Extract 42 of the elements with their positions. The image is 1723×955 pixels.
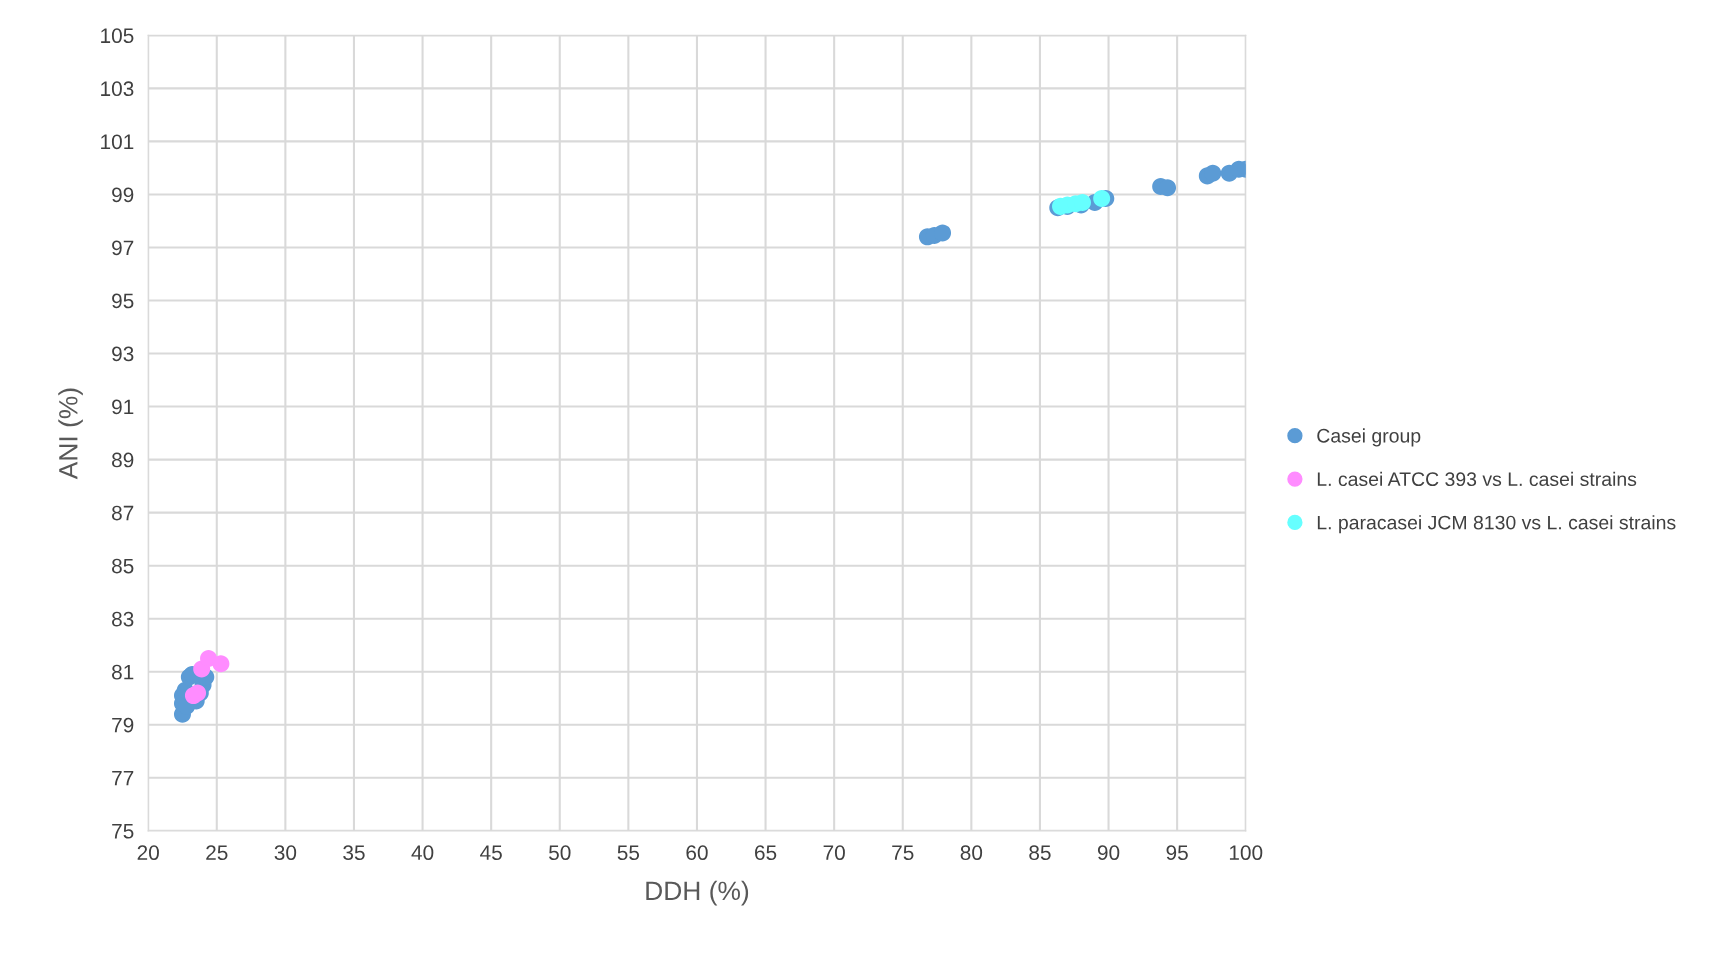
x-tick-label: 95 [1166, 845, 1188, 861]
x-tick-label: 70 [823, 845, 845, 861]
legend-label: Casei group [1317, 428, 1421, 447]
x-tick-label: 80 [960, 845, 983, 861]
point [934, 224, 952, 242]
y-tick-label: 81 [112, 664, 134, 680]
point [212, 655, 230, 673]
legend-label: L. casei ATCC 393 vs L. casei strains [1317, 471, 1637, 487]
y-tick-label: 105 [101, 28, 134, 44]
x-tick-label: 35 [343, 845, 365, 861]
x-tick-label: 20 [137, 845, 159, 861]
y-tick-label: 93 [112, 346, 134, 362]
point [1204, 164, 1222, 182]
x-tick-label: 75 [892, 845, 914, 861]
x-tick-label: 100 [1229, 845, 1263, 861]
y-tick-label: 85 [112, 558, 134, 574]
x-tick-label: 65 [755, 845, 777, 861]
x-tick-label: 30 [274, 845, 297, 861]
x-tick-label: 50 [549, 845, 571, 861]
x-axis-title: DDH (%) [646, 880, 749, 906]
y-tick-label: 95 [112, 293, 134, 309]
y-axis-title: ANI (%) [58, 388, 83, 480]
y-tick-label: 101 [101, 134, 134, 150]
y-tick-label: 89 [112, 452, 134, 468]
y-tick-label: 79 [112, 717, 134, 733]
x-tick-label: 60 [686, 845, 708, 861]
x-tick-label: 45 [480, 845, 502, 861]
x-tick-label: 25 [206, 845, 228, 861]
y-tick-label: 83 [112, 611, 134, 627]
x-tick-label: 40 [411, 845, 434, 861]
y-tick-label: 99 [112, 187, 134, 203]
x-tick-label: 90 [1097, 845, 1120, 861]
x-tick-label: 85 [1029, 845, 1051, 861]
x-tick-label: 55 [617, 845, 640, 861]
y-tick-label: 75 [112, 824, 134, 839]
y-tick-label: 77 [112, 771, 134, 786]
point [1093, 189, 1111, 207]
y-tick-label: 87 [112, 505, 134, 521]
y-tick-label: 91 [112, 399, 134, 415]
legend-label: L. paracasei JCM 8130 vs L. casei strains [1317, 515, 1676, 534]
y-tick-label: 103 [101, 81, 134, 97]
y-tick-label: 97 [112, 240, 134, 256]
